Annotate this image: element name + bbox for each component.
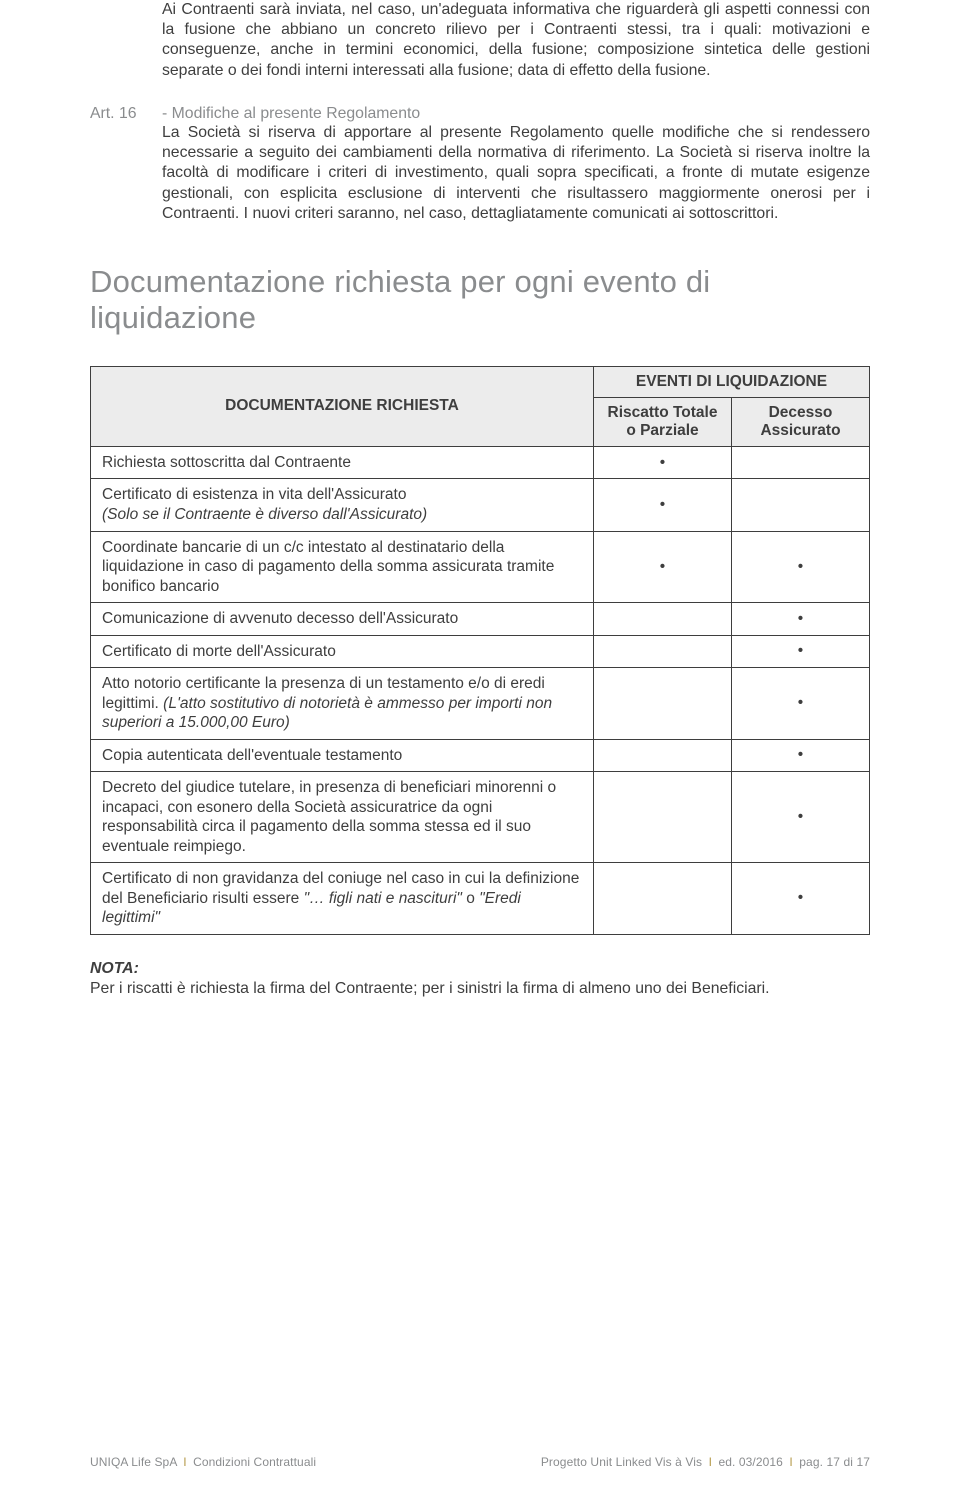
row-mark-riscatto (594, 739, 732, 772)
row-mark-decesso: • (732, 635, 870, 668)
row-mark-riscatto: • (594, 446, 732, 479)
table-head-col2-l2: Assicurato (760, 422, 840, 439)
row-desc: Certificato di morte dell'Assicurato (91, 635, 594, 668)
row-mark-decesso: • (732, 772, 870, 863)
table-head-col1-l2: o Parziale (626, 422, 698, 439)
table-head-left: DOCUMENTAZIONE RICHIESTA (91, 366, 594, 446)
row-desc: Decreto del giudice tutelare, in presenz… (91, 772, 594, 863)
row-mark-riscatto: • (594, 479, 732, 531)
article-16-title: - Modifiche al presente Regolamento (162, 105, 420, 123)
footer-sep-icon: I (786, 1455, 795, 1469)
row-mark-decesso: • (732, 863, 870, 935)
table-row: Certificato di non gravidanza del coniug… (91, 863, 870, 935)
row-desc: Atto notorio certificante la presenza di… (91, 668, 594, 740)
table-head-col2: Decesso Assicurato (732, 397, 870, 446)
footer-edition: ed. 03/2016 (718, 1455, 783, 1469)
row-mark-decesso: • (732, 603, 870, 636)
table-row: Richiesta sottoscritta dal Contraente• (91, 446, 870, 479)
row-mark-riscatto (594, 603, 732, 636)
article-16-label: Art. 16 (90, 105, 162, 123)
table-body: Richiesta sottoscritta dal Contraente•Ce… (91, 446, 870, 934)
article-16: Art. 16 - Modifiche al presente Regolame… (90, 105, 870, 224)
footer-project: Progetto Unit Linked Vis à Vis (541, 1455, 702, 1469)
row-desc: Copia autenticata dell'eventuale testame… (91, 739, 594, 772)
row-mark-decesso: • (732, 739, 870, 772)
table-head-col2-l1: Decesso (769, 404, 833, 421)
row-mark-decesso: • (732, 668, 870, 740)
table-head-super: EVENTI DI LIQUIDAZIONE (594, 366, 870, 397)
row-mark-riscatto (594, 863, 732, 935)
footer-doc-title: Condizioni Contrattuali (193, 1455, 316, 1469)
row-desc: Richiesta sottoscritta dal Contraente (91, 446, 594, 479)
article-16-body: La Società si riserva di apportare al pr… (90, 123, 870, 224)
row-mark-riscatto: • (594, 531, 732, 603)
footer-company: UNIQA Life SpA (90, 1455, 177, 1469)
article-16-head: Art. 16 - Modifiche al presente Regolame… (90, 105, 870, 123)
intro-paragraph: Ai Contraenti sarà inviata, nel caso, un… (90, 0, 870, 81)
footer-sep-icon: I (706, 1455, 715, 1469)
row-mark-decesso: • (732, 531, 870, 603)
table-row: Atto notorio certificante la presenza di… (91, 668, 870, 740)
row-desc: Certificato di non gravidanza del coniug… (91, 863, 594, 935)
row-desc: Coordinate bancarie di un c/c intestato … (91, 531, 594, 603)
page-footer: UNIQA Life SpA I Condizioni Contrattuali… (90, 1455, 870, 1469)
document-page: Ai Contraenti sarà inviata, nel caso, un… (0, 0, 960, 1491)
section-title: Documentazione richiesta per ogni evento… (90, 264, 870, 336)
table-head-col1: Riscatto Totale o Parziale (594, 397, 732, 446)
table-row: Certificato di morte dell'Assicurato • (91, 635, 870, 668)
row-desc: Certificato di esistenza in vita dell'As… (91, 479, 594, 531)
documentation-table: DOCUMENTAZIONE RICHIESTA EVENTI DI LIQUI… (90, 366, 870, 935)
nota-text: Per i riscatti è richiesta la firma del … (90, 980, 770, 997)
footer-left: UNIQA Life SpA I Condizioni Contrattuali (90, 1455, 316, 1469)
table-row: Decreto del giudice tutelare, in presenz… (91, 772, 870, 863)
row-mark-riscatto (594, 772, 732, 863)
footer-sep-icon: I (180, 1455, 189, 1469)
footer-page-num: 17 di 17 (826, 1455, 870, 1469)
table-row: Comunicazione di avvenuto decesso dell'A… (91, 603, 870, 636)
nota-label: NOTA: (90, 960, 139, 977)
footer-page-label: pag. (799, 1455, 823, 1469)
nota-block: NOTA: Per i riscatti è richiesta la firm… (90, 959, 870, 1000)
row-mark-riscatto (594, 668, 732, 740)
row-mark-decesso (732, 446, 870, 479)
footer-right: Progetto Unit Linked Vis à Vis I ed. 03/… (541, 1455, 870, 1469)
table-head-col1-l1: Riscatto Totale (608, 404, 718, 421)
table-row: Coordinate bancarie di un c/c intestato … (91, 531, 870, 603)
row-mark-decesso (732, 479, 870, 531)
table-row: Copia autenticata dell'eventuale testame… (91, 739, 870, 772)
row-mark-riscatto (594, 635, 732, 668)
table-row: Certificato di esistenza in vita dell'As… (91, 479, 870, 531)
row-desc: Comunicazione di avvenuto decesso dell'A… (91, 603, 594, 636)
